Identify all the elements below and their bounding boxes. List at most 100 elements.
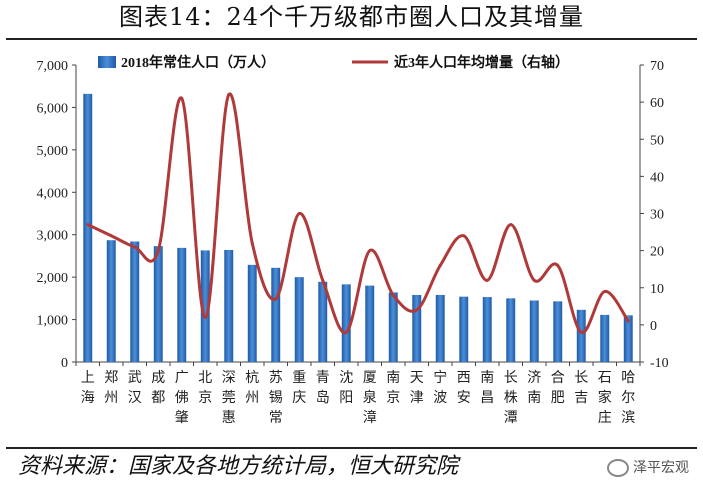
x-tick-label: 广佛肇: [175, 370, 189, 426]
line-point: [297, 212, 301, 215]
line-point: [485, 278, 489, 282]
bar: [600, 314, 610, 362]
bar: [365, 285, 375, 362]
x-tick-label: 杭州: [245, 370, 259, 406]
line-point: [321, 278, 325, 282]
left-tick-label: 0: [61, 356, 68, 371]
right-tick-label: 0: [650, 319, 657, 334]
chart: 0 1,000 2,000 3,000 4,000 5,000 6,000 7,000 -10 0…: [37, 54, 669, 426]
right-tick-label: 70: [650, 59, 664, 74]
x-tick-label: 南昌: [480, 370, 494, 406]
x-tick-label: 哈尔滨: [621, 370, 635, 426]
bar: [130, 241, 140, 362]
line-point: [86, 223, 90, 227]
bar: [435, 294, 445, 362]
x-tick-label: 长株潭: [504, 370, 518, 426]
bar: [294, 277, 304, 362]
line-point: [391, 293, 395, 297]
x-tick-label: 成都: [151, 370, 165, 406]
line-point: [626, 319, 630, 323]
x-tick-label: 上海: [81, 370, 95, 406]
x-tick-label: 沈阳: [339, 370, 353, 406]
bar: [623, 315, 633, 362]
left-tick-label: 1,000: [37, 314, 69, 329]
line-point: [556, 263, 560, 267]
line-point: [156, 249, 160, 253]
line-point: [438, 263, 442, 267]
watermark: 泽平宏观: [607, 457, 689, 477]
x-tick-label: 合肥: [551, 370, 565, 406]
wechat-icon: [607, 459, 629, 477]
x-tick-label: 武汉: [128, 370, 142, 406]
line-point: [133, 245, 137, 249]
right-tick-label: 30: [650, 208, 664, 223]
right-tick-label: 20: [650, 245, 664, 260]
top-rule: [6, 38, 697, 40]
bar: [412, 294, 422, 362]
bottom-rule: [6, 447, 697, 449]
left-tick-label: 5,000: [37, 144, 69, 159]
x-tick-label: 青岛: [316, 370, 330, 406]
right-tick-label: 60: [650, 96, 664, 111]
left-tick-label: 3,000: [37, 229, 69, 244]
bar: [224, 249, 234, 362]
bar: [318, 281, 328, 362]
x-tick-label: 苏锡常: [269, 370, 283, 426]
bar: [576, 309, 586, 362]
left-tick-label: 7,000: [37, 59, 69, 74]
x-tick-label: 深莞惠: [222, 370, 236, 426]
right-tick-label: -10: [650, 356, 669, 371]
legend-line-label: 近3年人口年均增量（右轴）: [394, 54, 569, 71]
bar: [529, 300, 539, 362]
x-tick-label: 长吉: [574, 370, 588, 406]
line-point: [368, 249, 372, 253]
line-point: [274, 297, 278, 301]
x-tick-label: 南京: [386, 370, 400, 406]
bar: [153, 246, 163, 362]
bar: [271, 267, 281, 362]
line-point: [415, 308, 419, 312]
line-point: [579, 330, 583, 334]
bar: [506, 298, 516, 362]
bar: [482, 297, 492, 362]
bar: [553, 301, 563, 362]
right-tick-label: 40: [650, 170, 664, 185]
line-point: [109, 234, 113, 238]
line-point: [227, 93, 231, 97]
bar: [200, 250, 210, 362]
left-tick-label: 2,000: [37, 271, 69, 286]
line-point: [344, 330, 348, 334]
chart-title: 图表14：24个千万级都市圈人口及其增量: [118, 3, 585, 31]
x-tick-label: 北京: [198, 370, 212, 406]
x-tick-label: 宁波: [433, 369, 447, 406]
line-point: [180, 96, 184, 100]
line-point: [203, 315, 207, 319]
legend-bar-label: 2018年常住人口（万人）: [121, 54, 275, 71]
line-point: [462, 234, 466, 238]
right-tick-label: 50: [650, 133, 664, 148]
line-point: [509, 223, 513, 227]
bar: [388, 292, 398, 362]
line-point: [603, 289, 607, 293]
source-note: 资料来源：国家及各地方统计局，恒大研究院: [18, 454, 459, 479]
line-point: [250, 241, 254, 245]
x-tick-label: 郑州: [104, 370, 118, 406]
bar: [247, 264, 257, 362]
x-tick-label: 厦泉漳: [363, 371, 377, 426]
line-point: [532, 278, 536, 282]
legend-bar-swatch: [98, 56, 116, 68]
x-tick-label: 天津: [410, 371, 424, 406]
bar: [341, 284, 351, 362]
bar: [106, 240, 116, 362]
left-tick-label: 6,000: [37, 101, 69, 116]
bar: [83, 93, 93, 362]
x-tick-label: 石家庄: [598, 371, 612, 426]
watermark-text: 泽平宏观: [633, 460, 689, 476]
bar: [177, 247, 187, 362]
line-series: [87, 92, 630, 334]
bar: [459, 296, 469, 362]
x-tick-label: 重庆: [292, 370, 306, 406]
x-tick-label: 西安: [457, 371, 471, 406]
right-tick-label: 10: [650, 282, 664, 297]
left-tick-label: 4,000: [37, 186, 69, 201]
